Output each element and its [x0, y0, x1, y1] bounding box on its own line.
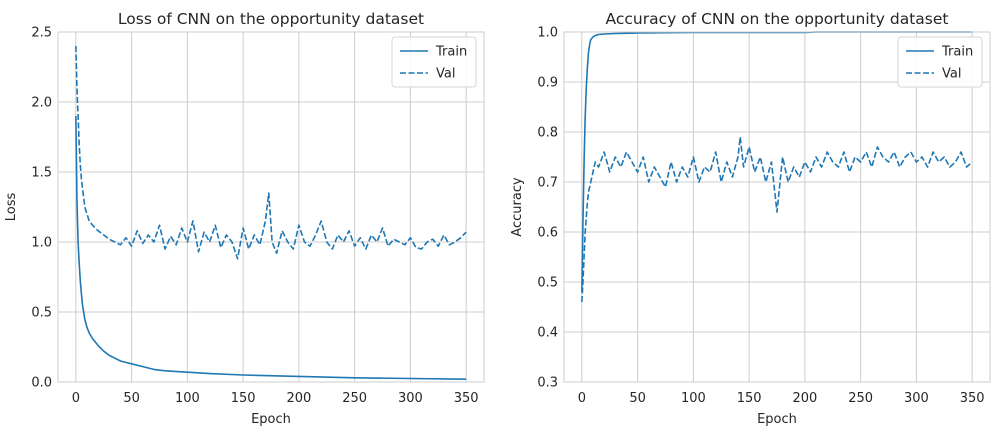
x-tick-label: 0: [72, 391, 80, 406]
loss-chart: 0 50 100 150 200 250 300 350 0.0 0.5 1.0 1.5 2.0 2.5 E…: [4, 10, 485, 427]
chart-title: Accuracy of CNN on the opportunity datas…: [606, 10, 949, 28]
axes-frame: [57, 31, 485, 383]
y-tick-label: 0.3: [537, 376, 558, 391]
y-axis-label: Accuracy: [510, 177, 525, 237]
y-tick-label: 2.0: [31, 96, 52, 111]
y-tick-label: 0.8: [537, 126, 558, 141]
x-tick-label: 200: [792, 391, 817, 406]
series-line-train: [75, 115, 467, 380]
x-tick-label: 250: [848, 391, 873, 406]
x-tick-label: 50: [123, 391, 140, 406]
y-axis-label: Loss: [4, 193, 19, 222]
y-tick-label: 1.0: [537, 26, 558, 41]
x-tick-label: 0: [578, 391, 586, 406]
legend: Train Val: [391, 36, 477, 88]
x-tick-label: 150: [231, 391, 256, 406]
legend-box: [391, 36, 477, 88]
series-line-val: [581, 136, 973, 303]
y-tick-label: 0.5: [31, 306, 52, 321]
y-tick-label: 0.0: [31, 376, 52, 391]
x-tick-label: 250: [342, 391, 367, 406]
y-tick-label: 0.9: [537, 76, 558, 91]
legend-label-train: Train: [435, 45, 467, 60]
x-axis-label: Epoch: [757, 412, 797, 427]
x-tick-label: 100: [175, 391, 200, 406]
y-tick-label: 0.5: [537, 276, 558, 291]
y-tick-label: 1.5: [31, 166, 52, 181]
chart-title: Loss of CNN on the opportunity dataset: [118, 10, 424, 28]
x-tick-label: 50: [629, 391, 646, 406]
axes-frame: [563, 31, 991, 383]
legend-box: [897, 36, 983, 88]
y-tick-label: 0.4: [537, 326, 558, 341]
legend-label-train: Train: [941, 45, 973, 60]
x-tick-label: 350: [960, 391, 985, 406]
x-tick-label: 150: [737, 391, 762, 406]
x-tick-label: 350: [454, 391, 479, 406]
x-tick-label: 300: [398, 391, 423, 406]
y-tick-label: 2.5: [31, 26, 52, 41]
accuracy-chart: 0 50 100 150 200 250 300 350 0.3 0.4 0.5 0.6 0.7 0.8 0…: [510, 10, 991, 427]
legend-label-val: Val: [942, 67, 961, 82]
x-tick-label: 300: [904, 391, 929, 406]
x-tick-label: 100: [681, 391, 706, 406]
x-axis-label: Epoch: [251, 412, 291, 427]
y-tick-label: 0.7: [537, 176, 558, 191]
y-tick-label: 0.6: [537, 226, 558, 241]
legend: Train Val: [897, 36, 983, 88]
x-tick-label: 200: [286, 391, 311, 406]
series-line-val: [75, 45, 467, 260]
y-tick-label: 1.0: [31, 236, 52, 251]
plot-area: [58, 32, 484, 382]
legend-label-val: Val: [436, 67, 455, 82]
